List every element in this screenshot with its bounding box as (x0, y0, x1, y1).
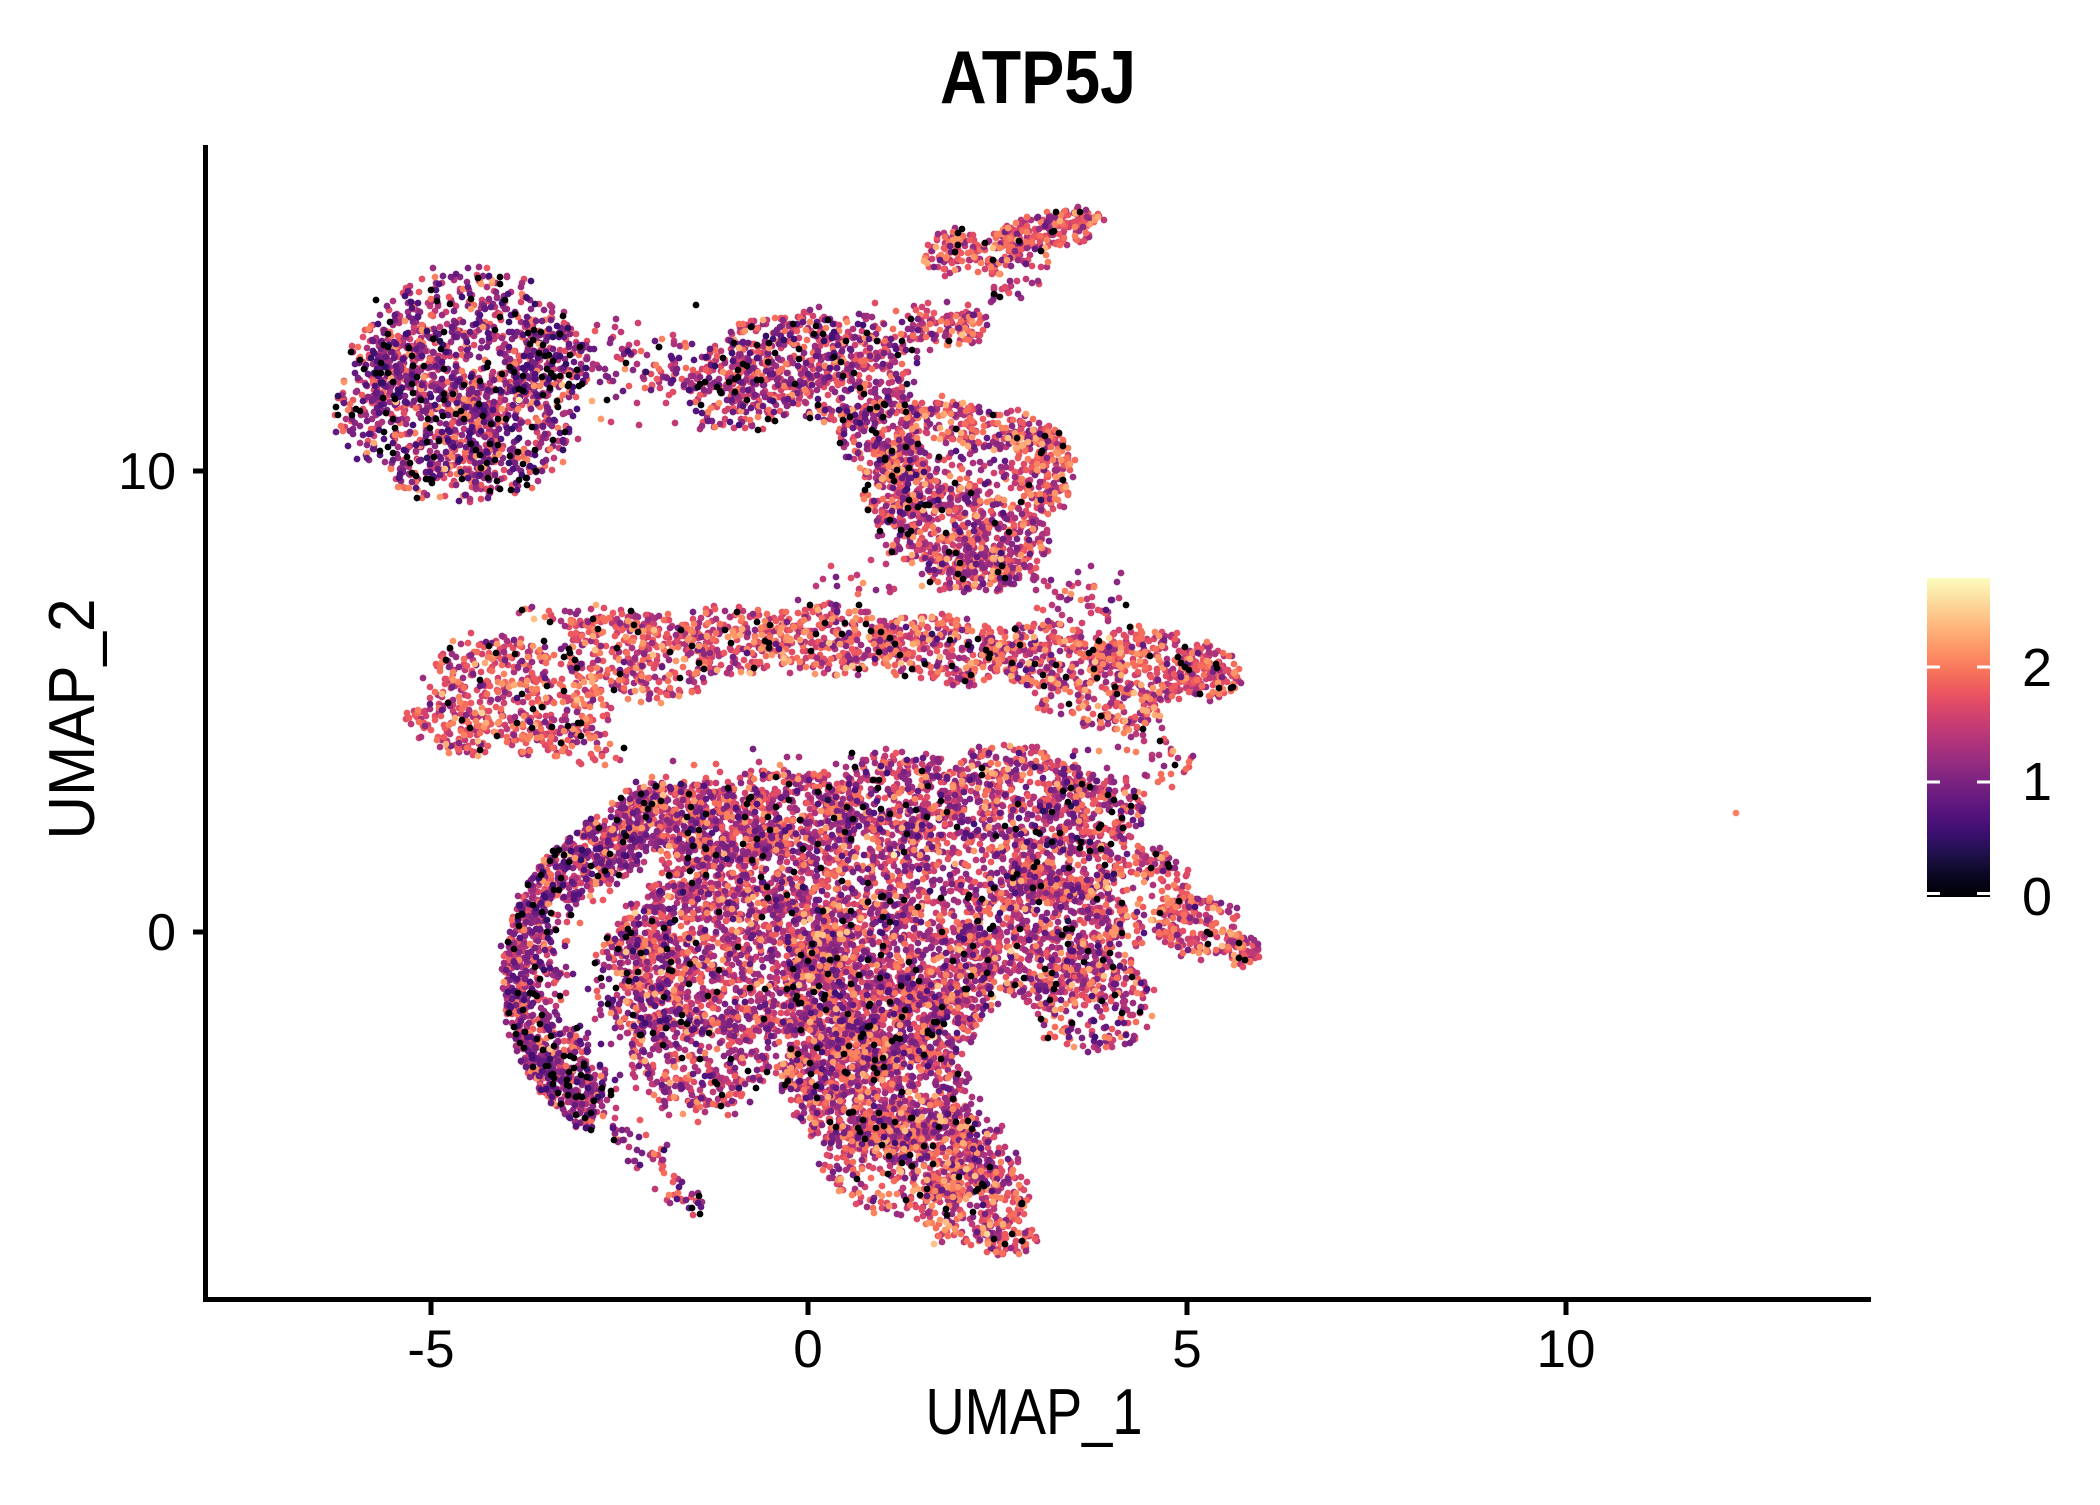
svg-text:0: 0 (793, 1320, 822, 1379)
svg-text:10: 10 (1537, 1320, 1596, 1379)
svg-text:ATP5J: ATP5J (940, 35, 1136, 119)
svg-text:UMAP_1: UMAP_1 (926, 1375, 1143, 1448)
svg-text:0: 0 (147, 904, 176, 962)
svg-text:10: 10 (118, 443, 176, 501)
svg-text:0: 0 (2022, 867, 2052, 927)
svg-text:1: 1 (2022, 752, 2052, 812)
svg-text:2: 2 (2022, 638, 2052, 698)
svg-text:-5: -5 (407, 1320, 454, 1379)
svg-text:UMAP_2: UMAP_2 (35, 599, 108, 840)
svg-text:5: 5 (1172, 1320, 1201, 1379)
